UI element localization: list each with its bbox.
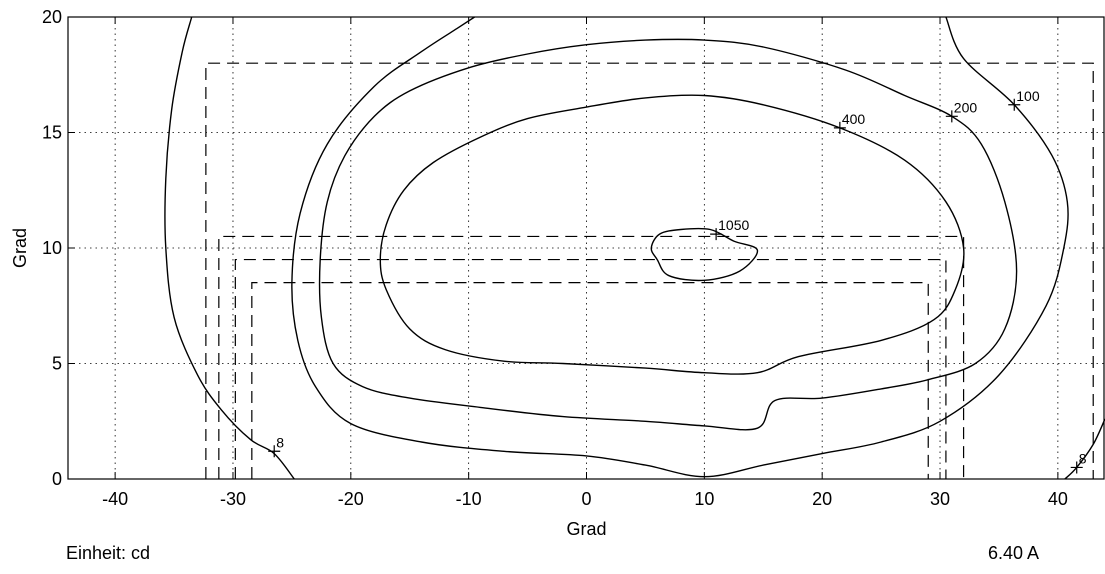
x-tick-label: 40 (1048, 489, 1068, 509)
x-tick-label: -10 (456, 489, 482, 509)
current-label: 6.40 A (988, 543, 1040, 563)
x-tick-label: 30 (930, 489, 950, 509)
contour-marker-200 (945, 110, 958, 123)
dashed-rectangle (234, 258, 947, 479)
contour-label-8: 8 (276, 434, 284, 450)
dashed-rectangle (205, 62, 1094, 479)
y-tick-label: 10 (42, 238, 62, 258)
contour-marker-1050 (710, 228, 723, 241)
contour-labels: 1050 400 200 100 8 8 (268, 88, 1087, 474)
contour-label-1050: 1050 (718, 217, 749, 233)
contour-marker-8 (1070, 461, 1083, 474)
x-axis-title: Grad (566, 519, 606, 539)
contour-line-8 (164, 16, 295, 480)
contour-marker-8 (268, 445, 281, 458)
dashed-rectangles (205, 62, 1094, 479)
y-tick-label: 15 (42, 123, 62, 143)
dashed-rectangle (251, 282, 929, 479)
contour-marker-100 (1008, 98, 1021, 111)
contour-line-8 (1064, 418, 1105, 480)
contour-label-8: 8 (1079, 450, 1087, 466)
contour-line-1050 (650, 227, 759, 282)
x-tick-label: -40 (102, 489, 128, 509)
x-tick-label: 10 (694, 489, 714, 509)
unit-label: Einheit: cd (66, 543, 151, 563)
contour-marker-400 (833, 121, 846, 134)
contour-label-400: 400 (842, 111, 866, 127)
contour-line-100 (291, 16, 1069, 478)
y-axis-title: Grad (10, 228, 30, 268)
contour-label-200: 200 (954, 99, 978, 115)
dashed-rectangle (218, 235, 965, 479)
contour-label-100: 100 (1016, 88, 1040, 104)
x-tick-label: -20 (338, 489, 364, 509)
contour-line-400 (379, 94, 965, 375)
x-tick-label: 0 (581, 489, 591, 509)
contour-line-200 (318, 38, 1018, 431)
y-tick-label: 0 (52, 469, 62, 489)
y-tick-label: 5 (52, 354, 62, 374)
y-tick-label: 20 (42, 7, 62, 27)
contour-lines (164, 16, 1105, 480)
x-tick-label: -30 (220, 489, 246, 509)
x-tick-label: 20 (812, 489, 832, 509)
grid-lines (68, 16, 1105, 480)
